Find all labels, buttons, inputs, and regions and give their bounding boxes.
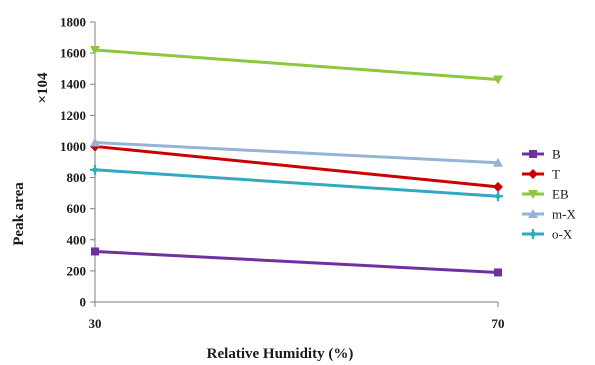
series-line xyxy=(93,168,500,198)
data-point xyxy=(90,164,100,175)
x-axis-ticks: 30 70 xyxy=(89,302,505,331)
legend: BT EB m-X o-X xyxy=(522,147,576,242)
legend-marker xyxy=(529,150,537,158)
y-tick-label: 1400 xyxy=(60,77,86,92)
data-point xyxy=(90,137,100,147)
legend-item: m-X xyxy=(522,207,576,222)
series-b xyxy=(91,247,502,277)
y-tick-label: 600 xyxy=(67,201,87,216)
legend-marker xyxy=(528,209,538,218)
y-axis-ticks: 0 200 400 600 800 1000 1200 1400 1600 1800 xyxy=(60,15,95,310)
legend-label: B xyxy=(552,147,561,162)
legend-item: T xyxy=(522,167,560,182)
y-tick-label: 400 xyxy=(67,232,87,247)
y-axis-title: Peak area xyxy=(11,182,27,246)
series-line xyxy=(93,141,500,165)
data-point xyxy=(493,181,503,192)
y-tick-label: 800 xyxy=(67,170,87,185)
legend-item: EB xyxy=(522,187,569,202)
legend-marker xyxy=(528,190,538,199)
y-axis-multiplier: ×104 xyxy=(35,72,51,104)
legend-label: EB xyxy=(552,187,569,202)
y-tick-label: 1600 xyxy=(60,46,86,61)
series-line xyxy=(93,144,500,189)
y-tick-label: 200 xyxy=(67,263,87,278)
y-tick-label: 1000 xyxy=(60,139,86,154)
data-point xyxy=(493,191,503,202)
legend-item: o-X xyxy=(522,227,573,242)
legend-item: B xyxy=(522,147,561,162)
x-tick-label: 30 xyxy=(89,316,102,331)
y-tick-label: 0 xyxy=(80,295,87,310)
series-line xyxy=(93,48,500,82)
y-tick-label: 1800 xyxy=(60,15,86,30)
legend-marker xyxy=(528,229,538,239)
y-tick-label: 1200 xyxy=(60,108,86,123)
data-point xyxy=(493,157,503,167)
data-point xyxy=(91,247,99,256)
legend-label: m-X xyxy=(552,207,576,222)
series-m-x xyxy=(90,137,503,167)
series-eb xyxy=(90,46,503,85)
series-layer xyxy=(90,46,503,277)
series-o-x xyxy=(90,164,503,202)
data-point xyxy=(494,268,502,277)
legend-marker xyxy=(528,169,538,179)
data-point xyxy=(90,46,100,55)
legend-label: T xyxy=(552,167,560,182)
legend-label: o-X xyxy=(552,227,573,242)
data-point xyxy=(493,75,503,85)
x-tick-label: 70 xyxy=(492,316,505,331)
x-axis-title: Relative Humidity (%) xyxy=(207,346,354,362)
series-line xyxy=(93,249,500,274)
